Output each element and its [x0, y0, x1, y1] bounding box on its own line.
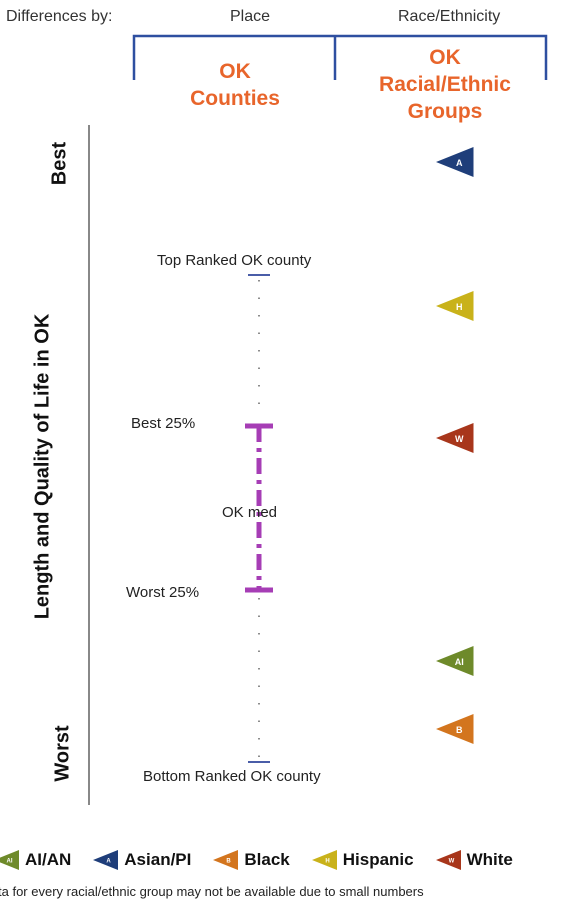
legend-marker-icon: B — [213, 850, 238, 870]
svg-text:B: B — [456, 725, 463, 735]
legend-item-a: A Asian/PI — [93, 850, 191, 870]
svg-text:W: W — [455, 434, 464, 444]
legend-label: Hispanic — [343, 850, 414, 870]
legend: AI AI/AN A Asian/PI B Black H Hispanic W White — [0, 850, 513, 870]
best25-label: Best 25% — [131, 415, 195, 432]
svg-text:H: H — [456, 302, 463, 312]
svg-text:A: A — [456, 158, 463, 168]
legend-label: Black — [244, 850, 289, 870]
svg-text:AI: AI — [455, 657, 464, 667]
legend-item-h: H Hispanic — [312, 850, 414, 870]
legend-marker-icon: AI — [0, 850, 19, 870]
top-ranked-label: Top Ranked OK county — [157, 252, 311, 269]
svg-text:W: W — [448, 859, 454, 865]
legend-marker-icon: W — [436, 850, 461, 870]
marker-a: A — [436, 147, 474, 182]
svg-text:H: H — [325, 859, 329, 865]
legend-label: White — [467, 850, 513, 870]
footnote: ta for every racial/ethnic group may not… — [0, 884, 424, 899]
svg-text:AI: AI — [7, 859, 13, 865]
marker-ai: AI — [436, 646, 474, 681]
marker-h: H — [436, 291, 474, 326]
legend-label: Asian/PI — [124, 850, 191, 870]
svg-text:A: A — [107, 859, 112, 865]
svg-text:B: B — [227, 859, 232, 865]
legend-label: AI/AN — [25, 850, 71, 870]
median-label: OK med — [222, 504, 277, 521]
legend-marker-icon: A — [93, 850, 118, 870]
marker-w: W — [436, 423, 474, 458]
legend-item-ai: AI AI/AN — [0, 850, 71, 870]
worst25-label: Worst 25% — [126, 584, 199, 601]
bottom-ranked-label: Bottom Ranked OK county — [143, 768, 321, 785]
legend-item-w: W White — [436, 850, 513, 870]
legend-marker-icon: H — [312, 850, 337, 870]
marker-b: B — [436, 714, 474, 749]
legend-item-b: B Black — [213, 850, 289, 870]
